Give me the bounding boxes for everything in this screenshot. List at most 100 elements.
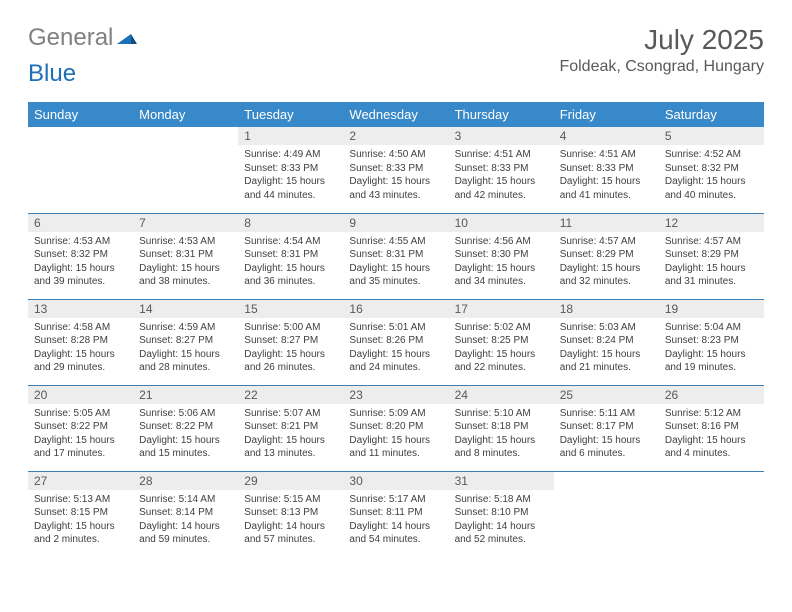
calendar-day-cell: 13Sunrise: 4:58 AMSunset: 8:28 PMDayligh… — [28, 299, 133, 385]
weekday-header: Tuesday — [238, 102, 343, 127]
calendar-day-cell: 21Sunrise: 5:06 AMSunset: 8:22 PMDayligh… — [133, 385, 238, 471]
calendar-week-row: 1Sunrise: 4:49 AMSunset: 8:33 PMDaylight… — [28, 127, 764, 213]
day-number: 18 — [554, 300, 659, 318]
weekday-header: Wednesday — [343, 102, 448, 127]
day-body: Sunrise: 5:17 AMSunset: 8:11 PMDaylight:… — [343, 490, 448, 551]
day-number: 23 — [343, 386, 448, 404]
calendar-day-cell — [133, 127, 238, 213]
day-number: 31 — [449, 472, 554, 490]
day-body: Sunrise: 5:15 AMSunset: 8:13 PMDaylight:… — [238, 490, 343, 551]
calendar-day-cell: 5Sunrise: 4:52 AMSunset: 8:32 PMDaylight… — [659, 127, 764, 213]
calendar-day-cell: 6Sunrise: 4:53 AMSunset: 8:32 PMDaylight… — [28, 213, 133, 299]
calendar-day-cell: 9Sunrise: 4:55 AMSunset: 8:31 PMDaylight… — [343, 213, 448, 299]
day-body: Sunrise: 4:58 AMSunset: 8:28 PMDaylight:… — [28, 318, 133, 379]
day-number: 17 — [449, 300, 554, 318]
day-body: Sunrise: 4:56 AMSunset: 8:30 PMDaylight:… — [449, 232, 554, 293]
calendar-day-cell: 20Sunrise: 5:05 AMSunset: 8:22 PMDayligh… — [28, 385, 133, 471]
day-body: Sunrise: 5:07 AMSunset: 8:21 PMDaylight:… — [238, 404, 343, 465]
day-number: 13 — [28, 300, 133, 318]
day-number: 25 — [554, 386, 659, 404]
calendar-day-cell: 22Sunrise: 5:07 AMSunset: 8:21 PMDayligh… — [238, 385, 343, 471]
day-body: Sunrise: 5:01 AMSunset: 8:26 PMDaylight:… — [343, 318, 448, 379]
calendar-day-cell: 30Sunrise: 5:17 AMSunset: 8:11 PMDayligh… — [343, 471, 448, 557]
day-number: 21 — [133, 386, 238, 404]
day-number: 29 — [238, 472, 343, 490]
calendar-day-cell: 28Sunrise: 5:14 AMSunset: 8:14 PMDayligh… — [133, 471, 238, 557]
day-body: Sunrise: 5:05 AMSunset: 8:22 PMDaylight:… — [28, 404, 133, 465]
weekday-header: Thursday — [449, 102, 554, 127]
calendar-week-row: 20Sunrise: 5:05 AMSunset: 8:22 PMDayligh… — [28, 385, 764, 471]
day-body: Sunrise: 4:50 AMSunset: 8:33 PMDaylight:… — [343, 145, 448, 206]
day-body: Sunrise: 4:51 AMSunset: 8:33 PMDaylight:… — [449, 145, 554, 206]
calendar-week-row: 13Sunrise: 4:58 AMSunset: 8:28 PMDayligh… — [28, 299, 764, 385]
calendar-day-cell: 3Sunrise: 4:51 AMSunset: 8:33 PMDaylight… — [449, 127, 554, 213]
weekday-header: Saturday — [659, 102, 764, 127]
calendar-day-cell: 7Sunrise: 4:53 AMSunset: 8:31 PMDaylight… — [133, 213, 238, 299]
calendar-day-cell: 16Sunrise: 5:01 AMSunset: 8:26 PMDayligh… — [343, 299, 448, 385]
day-number: 1 — [238, 127, 343, 145]
day-body: Sunrise: 5:06 AMSunset: 8:22 PMDaylight:… — [133, 404, 238, 465]
day-body: Sunrise: 5:14 AMSunset: 8:14 PMDaylight:… — [133, 490, 238, 551]
day-body: Sunrise: 4:49 AMSunset: 8:33 PMDaylight:… — [238, 145, 343, 206]
day-number: 14 — [133, 300, 238, 318]
day-body: Sunrise: 5:11 AMSunset: 8:17 PMDaylight:… — [554, 404, 659, 465]
logo-blue-wrap: Blue — [28, 50, 76, 78]
day-number: 11 — [554, 214, 659, 232]
calendar-day-cell: 19Sunrise: 5:04 AMSunset: 8:23 PMDayligh… — [659, 299, 764, 385]
day-number: 9 — [343, 214, 448, 232]
day-number: 10 — [449, 214, 554, 232]
day-body: Sunrise: 5:00 AMSunset: 8:27 PMDaylight:… — [238, 318, 343, 379]
calendar-day-cell: 8Sunrise: 4:54 AMSunset: 8:31 PMDaylight… — [238, 213, 343, 299]
calendar-day-cell: 18Sunrise: 5:03 AMSunset: 8:24 PMDayligh… — [554, 299, 659, 385]
day-body: Sunrise: 5:10 AMSunset: 8:18 PMDaylight:… — [449, 404, 554, 465]
day-body: Sunrise: 4:53 AMSunset: 8:32 PMDaylight:… — [28, 232, 133, 293]
calendar-table: SundayMondayTuesdayWednesdayThursdayFrid… — [28, 102, 764, 557]
calendar-day-cell: 11Sunrise: 4:57 AMSunset: 8:29 PMDayligh… — [554, 213, 659, 299]
calendar-day-cell: 12Sunrise: 4:57 AMSunset: 8:29 PMDayligh… — [659, 213, 764, 299]
day-body: Sunrise: 5:18 AMSunset: 8:10 PMDaylight:… — [449, 490, 554, 551]
day-number: 26 — [659, 386, 764, 404]
calendar-day-cell: 14Sunrise: 4:59 AMSunset: 8:27 PMDayligh… — [133, 299, 238, 385]
weekday-header-row: SundayMondayTuesdayWednesdayThursdayFrid… — [28, 102, 764, 127]
day-body: Sunrise: 5:03 AMSunset: 8:24 PMDaylight:… — [554, 318, 659, 379]
calendar-day-cell: 31Sunrise: 5:18 AMSunset: 8:10 PMDayligh… — [449, 471, 554, 557]
calendar-week-row: 6Sunrise: 4:53 AMSunset: 8:32 PMDaylight… — [28, 213, 764, 299]
calendar-day-cell: 17Sunrise: 5:02 AMSunset: 8:25 PMDayligh… — [449, 299, 554, 385]
weekday-header: Friday — [554, 102, 659, 127]
calendar-day-cell: 26Sunrise: 5:12 AMSunset: 8:16 PMDayligh… — [659, 385, 764, 471]
calendar-day-cell: 4Sunrise: 4:51 AMSunset: 8:33 PMDaylight… — [554, 127, 659, 213]
day-body: Sunrise: 4:54 AMSunset: 8:31 PMDaylight:… — [238, 232, 343, 293]
weekday-header: Monday — [133, 102, 238, 127]
title-block: July 2025 Foldeak, Csongrad, Hungary — [559, 24, 764, 76]
day-number: 20 — [28, 386, 133, 404]
logo: General — [28, 24, 139, 52]
day-body: Sunrise: 4:57 AMSunset: 8:29 PMDaylight:… — [554, 232, 659, 293]
day-number: 4 — [554, 127, 659, 145]
calendar-day-cell: 25Sunrise: 5:11 AMSunset: 8:17 PMDayligh… — [554, 385, 659, 471]
logo-text-blue: Blue — [28, 60, 76, 87]
day-number: 3 — [449, 127, 554, 145]
day-number: 6 — [28, 214, 133, 232]
day-number: 22 — [238, 386, 343, 404]
day-body: Sunrise: 5:04 AMSunset: 8:23 PMDaylight:… — [659, 318, 764, 379]
day-body: Sunrise: 5:12 AMSunset: 8:16 PMDaylight:… — [659, 404, 764, 465]
day-number: 8 — [238, 214, 343, 232]
day-number: 5 — [659, 127, 764, 145]
day-number: 16 — [343, 300, 448, 318]
day-number: 30 — [343, 472, 448, 490]
weekday-header: Sunday — [28, 102, 133, 127]
day-body: Sunrise: 4:53 AMSunset: 8:31 PMDaylight:… — [133, 232, 238, 293]
calendar-day-cell: 27Sunrise: 5:13 AMSunset: 8:15 PMDayligh… — [28, 471, 133, 557]
day-body: Sunrise: 4:59 AMSunset: 8:27 PMDaylight:… — [133, 318, 238, 379]
logo-mark-icon — [117, 28, 137, 49]
day-body: Sunrise: 4:51 AMSunset: 8:33 PMDaylight:… — [554, 145, 659, 206]
calendar-day-cell — [28, 127, 133, 213]
location: Foldeak, Csongrad, Hungary — [559, 58, 764, 76]
calendar-week-row: 27Sunrise: 5:13 AMSunset: 8:15 PMDayligh… — [28, 471, 764, 557]
calendar-day-cell: 23Sunrise: 5:09 AMSunset: 8:20 PMDayligh… — [343, 385, 448, 471]
day-number: 2 — [343, 127, 448, 145]
day-number: 27 — [28, 472, 133, 490]
calendar-day-cell: 15Sunrise: 5:00 AMSunset: 8:27 PMDayligh… — [238, 299, 343, 385]
calendar-day-cell — [659, 471, 764, 557]
day-number: 15 — [238, 300, 343, 318]
